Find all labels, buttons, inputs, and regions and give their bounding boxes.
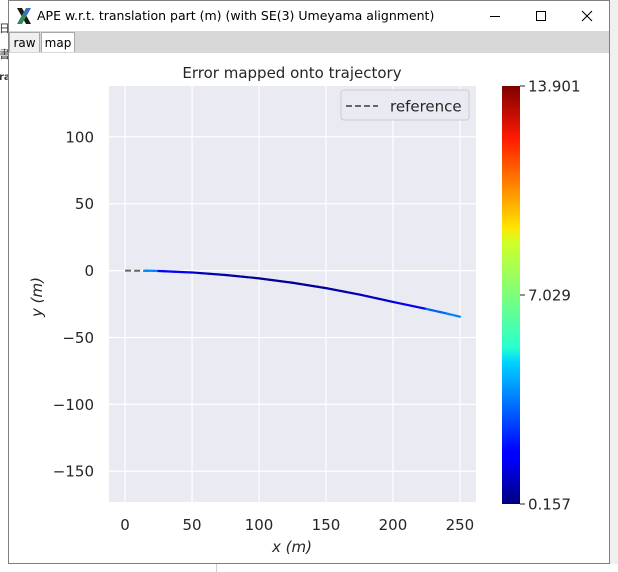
y-tick-label: 100 — [65, 128, 94, 146]
legend-box — [340, 89, 470, 121]
background-app-edge: 日 書 ra — [0, 0, 11, 572]
trajectory-segment — [190, 271, 227, 277]
tab-bar: raw map — [9, 31, 609, 53]
trajectory-segment — [445, 312, 462, 318]
legend: reference — [340, 89, 470, 121]
figure-canvas: 0 50 100 150 200 250 100 50 0 −50 −100 −150 Error … — [9, 53, 609, 563]
trajectory-series — [144, 269, 462, 318]
x-axis-ticks: 0 50 100 150 200 250 — [120, 516, 474, 534]
trajectory-segment — [157, 269, 194, 274]
trajectory-segment — [358, 293, 395, 303]
minimize-button[interactable] — [472, 1, 518, 31]
colorbar-ticks: 13.901 7.029 0.157 — [520, 78, 581, 514]
colorbar-tick-label: 13.901 — [528, 78, 581, 96]
trajectory-chart: 0 50 100 150 200 250 100 50 0 −50 −100 −150 Error … — [28, 64, 581, 556]
colorbar — [502, 86, 520, 504]
background-fragment-1: 日 — [0, 22, 10, 35]
trajectory-segment — [425, 307, 448, 315]
trajectory-segment — [257, 277, 294, 284]
tab-raw[interactable]: raw — [9, 32, 40, 52]
window-title: APE w.r.t. translation part (m) (with SE… — [37, 8, 435, 23]
close-icon — [581, 10, 593, 22]
background-fragment-3: ra — [0, 72, 11, 83]
trajectory-segment — [224, 273, 261, 280]
x-tick-label: 0 — [120, 516, 130, 534]
minimize-icon — [490, 16, 500, 17]
maximize-button[interactable] — [518, 1, 564, 31]
x-tick-label: 100 — [245, 516, 274, 534]
background-divider — [216, 564, 217, 572]
trajectory-segment — [391, 300, 428, 311]
close-button[interactable] — [564, 1, 610, 31]
trajectory-segment — [324, 287, 361, 296]
background-fragment-2: 書 — [0, 48, 10, 61]
y-axis-ticks: 100 50 0 −50 −100 −150 — [53, 128, 94, 480]
y-tick-label: −150 — [53, 463, 94, 481]
legend-reference-label: reference — [390, 98, 462, 116]
maximize-icon — [536, 11, 546, 21]
title-bar[interactable]: APE w.r.t. translation part (m) (with SE… — [9, 1, 609, 31]
y-tick-label: −100 — [53, 396, 94, 414]
y-tick-label: −50 — [62, 329, 94, 347]
chart-title: Error mapped onto trajectory — [182, 64, 401, 82]
y-tick-label: 0 — [84, 262, 94, 280]
x-tick-label: 200 — [379, 516, 408, 534]
trajectory-segment — [291, 281, 328, 290]
tab-map[interactable]: map — [41, 32, 75, 52]
y-tick-label: 50 — [75, 195, 94, 213]
x-app-icon — [17, 8, 31, 24]
x-tick-label: 50 — [182, 516, 201, 534]
plot-window: APE w.r.t. translation part (m) (with SE… — [8, 0, 610, 564]
x-tick-label: 250 — [446, 516, 475, 534]
colorbar-tick-label: 7.029 — [528, 287, 571, 305]
plot-background — [109, 86, 476, 502]
background-window-bottom — [0, 564, 618, 572]
y-axis-label: y (m) — [28, 277, 46, 318]
colorbar-tick-label: 0.157 — [528, 496, 571, 514]
x-axis-label: x (m) — [271, 538, 312, 556]
x-tick-label: 150 — [312, 516, 341, 534]
